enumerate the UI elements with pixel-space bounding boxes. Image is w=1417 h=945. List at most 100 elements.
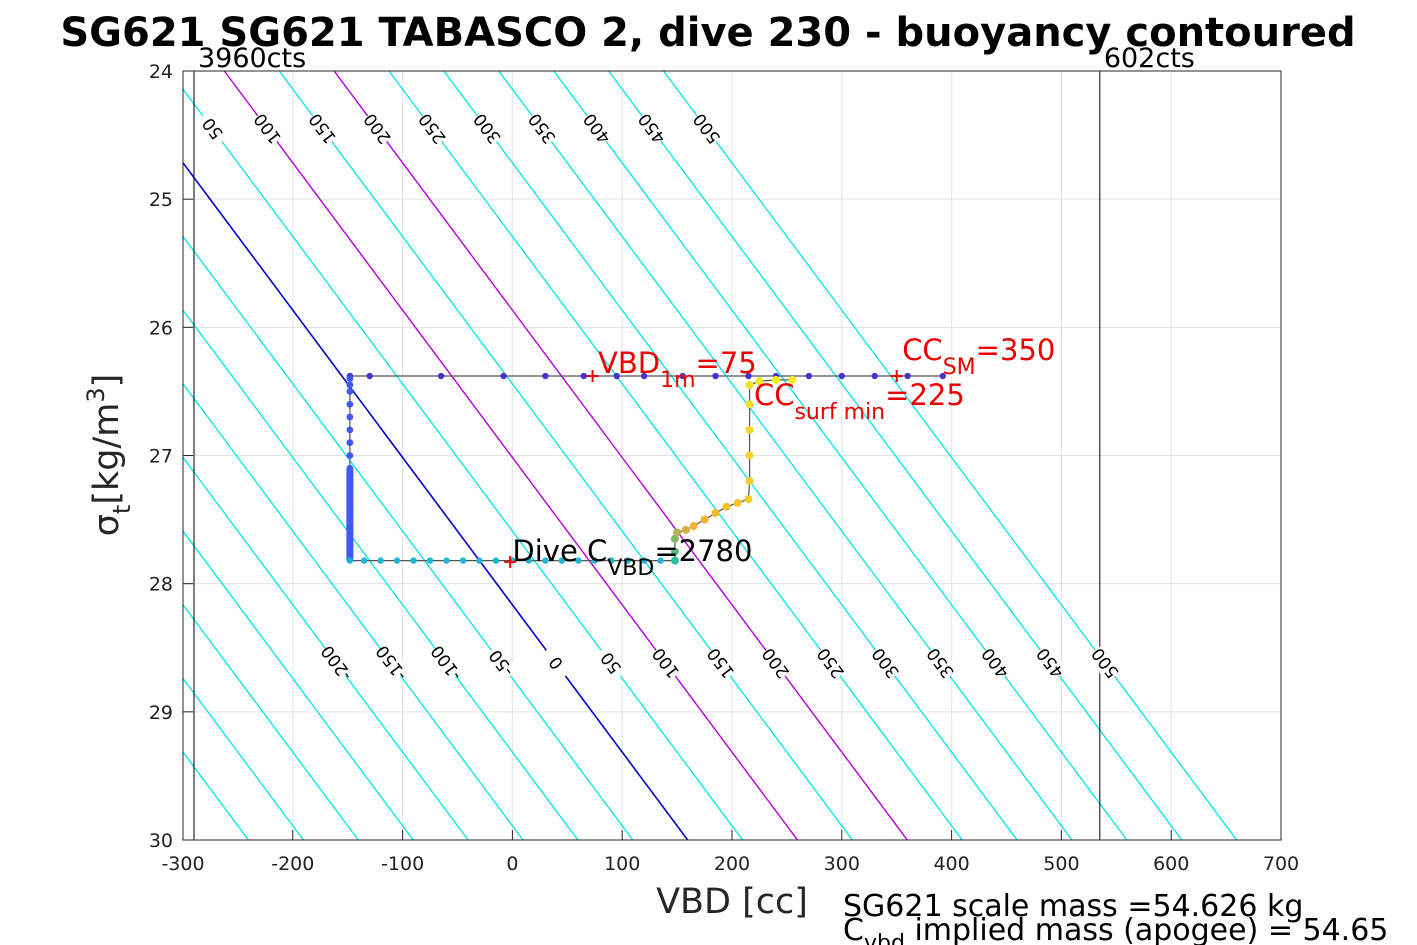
vbd-limit-lines: 3960cts 602cts: [193, 43, 1195, 840]
contour-label-bg: [1087, 644, 1123, 682]
bottom-point: [426, 557, 434, 564]
x-tick-label: 400: [933, 853, 969, 875]
contour-label-bg: [249, 109, 285, 148]
bottom-point: [525, 557, 533, 564]
bottom-point: [608, 557, 615, 564]
contour-label-bg: [593, 644, 629, 682]
dive-point: [580, 372, 587, 380]
y-tick-label: 30: [149, 830, 173, 852]
dive-point: [640, 372, 648, 380]
contour-line: [183, 235, 634, 840]
climb-point: [745, 477, 754, 486]
bottom-point: [558, 557, 566, 564]
climb-point: [700, 515, 709, 524]
dive-point: [712, 372, 719, 380]
climb-point: [689, 521, 698, 530]
ccsurf-annotation: CCsurf min=225: [754, 378, 965, 425]
contour-line: [183, 677, 305, 840]
ccsurf-annotation-sub: surf min: [794, 400, 885, 425]
contour-label-bg: [1032, 644, 1068, 682]
bottom-point: [640, 557, 648, 564]
y-tick-label: 28: [149, 574, 173, 596]
dive-point: [437, 372, 445, 380]
y-label-sub: t: [108, 505, 136, 514]
chart-title: SG621 SG621 TABASCO 2, dive 230 - buoyan…: [60, 10, 1355, 56]
contour-line: [552, 71, 1128, 840]
bottom-point: [492, 557, 500, 564]
bottom-point: [346, 557, 354, 564]
vbd1m-annotation-main: VBD: [598, 346, 660, 380]
descent-point: [346, 426, 354, 434]
y-tick-label: 26: [149, 317, 173, 339]
implied-mass-c: C: [843, 913, 864, 945]
y-tick-label: 29: [149, 702, 173, 724]
contour-label-bg: [359, 109, 395, 148]
contour-label-bg: [579, 109, 615, 148]
buoyancy-contours: [183, 71, 1238, 840]
bottom-point: [624, 557, 631, 564]
contour-line: [498, 71, 1073, 840]
contour-line: [183, 88, 744, 840]
dive-point: [939, 372, 947, 380]
y-label-unit: [kg/m: [87, 403, 127, 505]
dive-point: [679, 372, 686, 380]
contour-label-bg: [414, 109, 450, 148]
ccsm-annotation-main: CC: [902, 333, 943, 367]
implied-mass-rest: implied mass (apogee) = 54.65: [905, 913, 1389, 945]
climb-point: [733, 498, 742, 507]
climb-point: [745, 451, 754, 460]
ccsm-annotation: CCSM=350: [902, 333, 1055, 380]
contour-line: [183, 751, 250, 840]
x-tick-label: -100: [381, 853, 424, 875]
climb-point: [771, 375, 780, 384]
contour-label-bg: [703, 644, 739, 682]
dive-point: [500, 372, 507, 380]
vbd-limit-label: 3960cts: [198, 43, 306, 74]
contour-label-bg: [922, 644, 958, 682]
svg-text:σt[kg/m3]: σt[kg/m3]: [82, 374, 136, 537]
climb-point: [755, 377, 764, 386]
contour-label-bg: [469, 109, 505, 148]
climb-point: [745, 425, 754, 434]
contour-line: [388, 71, 964, 840]
y-tick-label: 27: [149, 446, 173, 468]
contour-label-bg: [634, 109, 670, 148]
climb-point: [670, 534, 679, 543]
contour-line: [183, 309, 579, 840]
bottom-point: [360, 557, 368, 564]
descent-point: [346, 375, 354, 382]
implied-mass-sub: vbd: [864, 931, 905, 945]
dive-cvbd-annotation: Dive CVBD=2780: [512, 534, 752, 581]
contour-label-bg: [867, 644, 903, 682]
contour-label-bg: [318, 644, 354, 682]
x-tick-label: 700: [1263, 853, 1299, 875]
bottom-point: [443, 557, 450, 564]
descent-point: [346, 388, 354, 395]
x-tick-label: 600: [1153, 853, 1189, 875]
contour-line: [183, 382, 524, 840]
dive-point: [871, 372, 878, 380]
contour-label-bg: [194, 109, 231, 148]
descent-point: [346, 413, 354, 421]
implied-mass-text: Cvbd implied mass (apogee) = 54.65: [843, 913, 1388, 945]
bottom-point: [657, 557, 664, 564]
markers: [504, 370, 903, 568]
dive-point: [542, 372, 549, 380]
ccsm-annotation-sub: SM: [943, 355, 976, 380]
dive-point: [366, 372, 373, 380]
contour-line: [183, 603, 360, 840]
descent-point: [346, 452, 354, 459]
ccsm-annotation-value: =350: [976, 333, 1056, 367]
contour-line: [223, 71, 799, 840]
contour-label-bg: [483, 644, 519, 682]
contour-line: [662, 71, 1238, 840]
climb-point: [681, 525, 690, 534]
dive-cvbd-annotation-main: Dive C: [512, 534, 607, 568]
vbd1m-annotation-value: =75: [696, 346, 757, 380]
contour-label-bg: [373, 644, 409, 682]
contour-line: [333, 71, 909, 840]
bottom-point: [591, 557, 598, 564]
dive-point: [613, 372, 620, 380]
descent-point: [346, 439, 354, 447]
climb-point: [670, 547, 679, 556]
